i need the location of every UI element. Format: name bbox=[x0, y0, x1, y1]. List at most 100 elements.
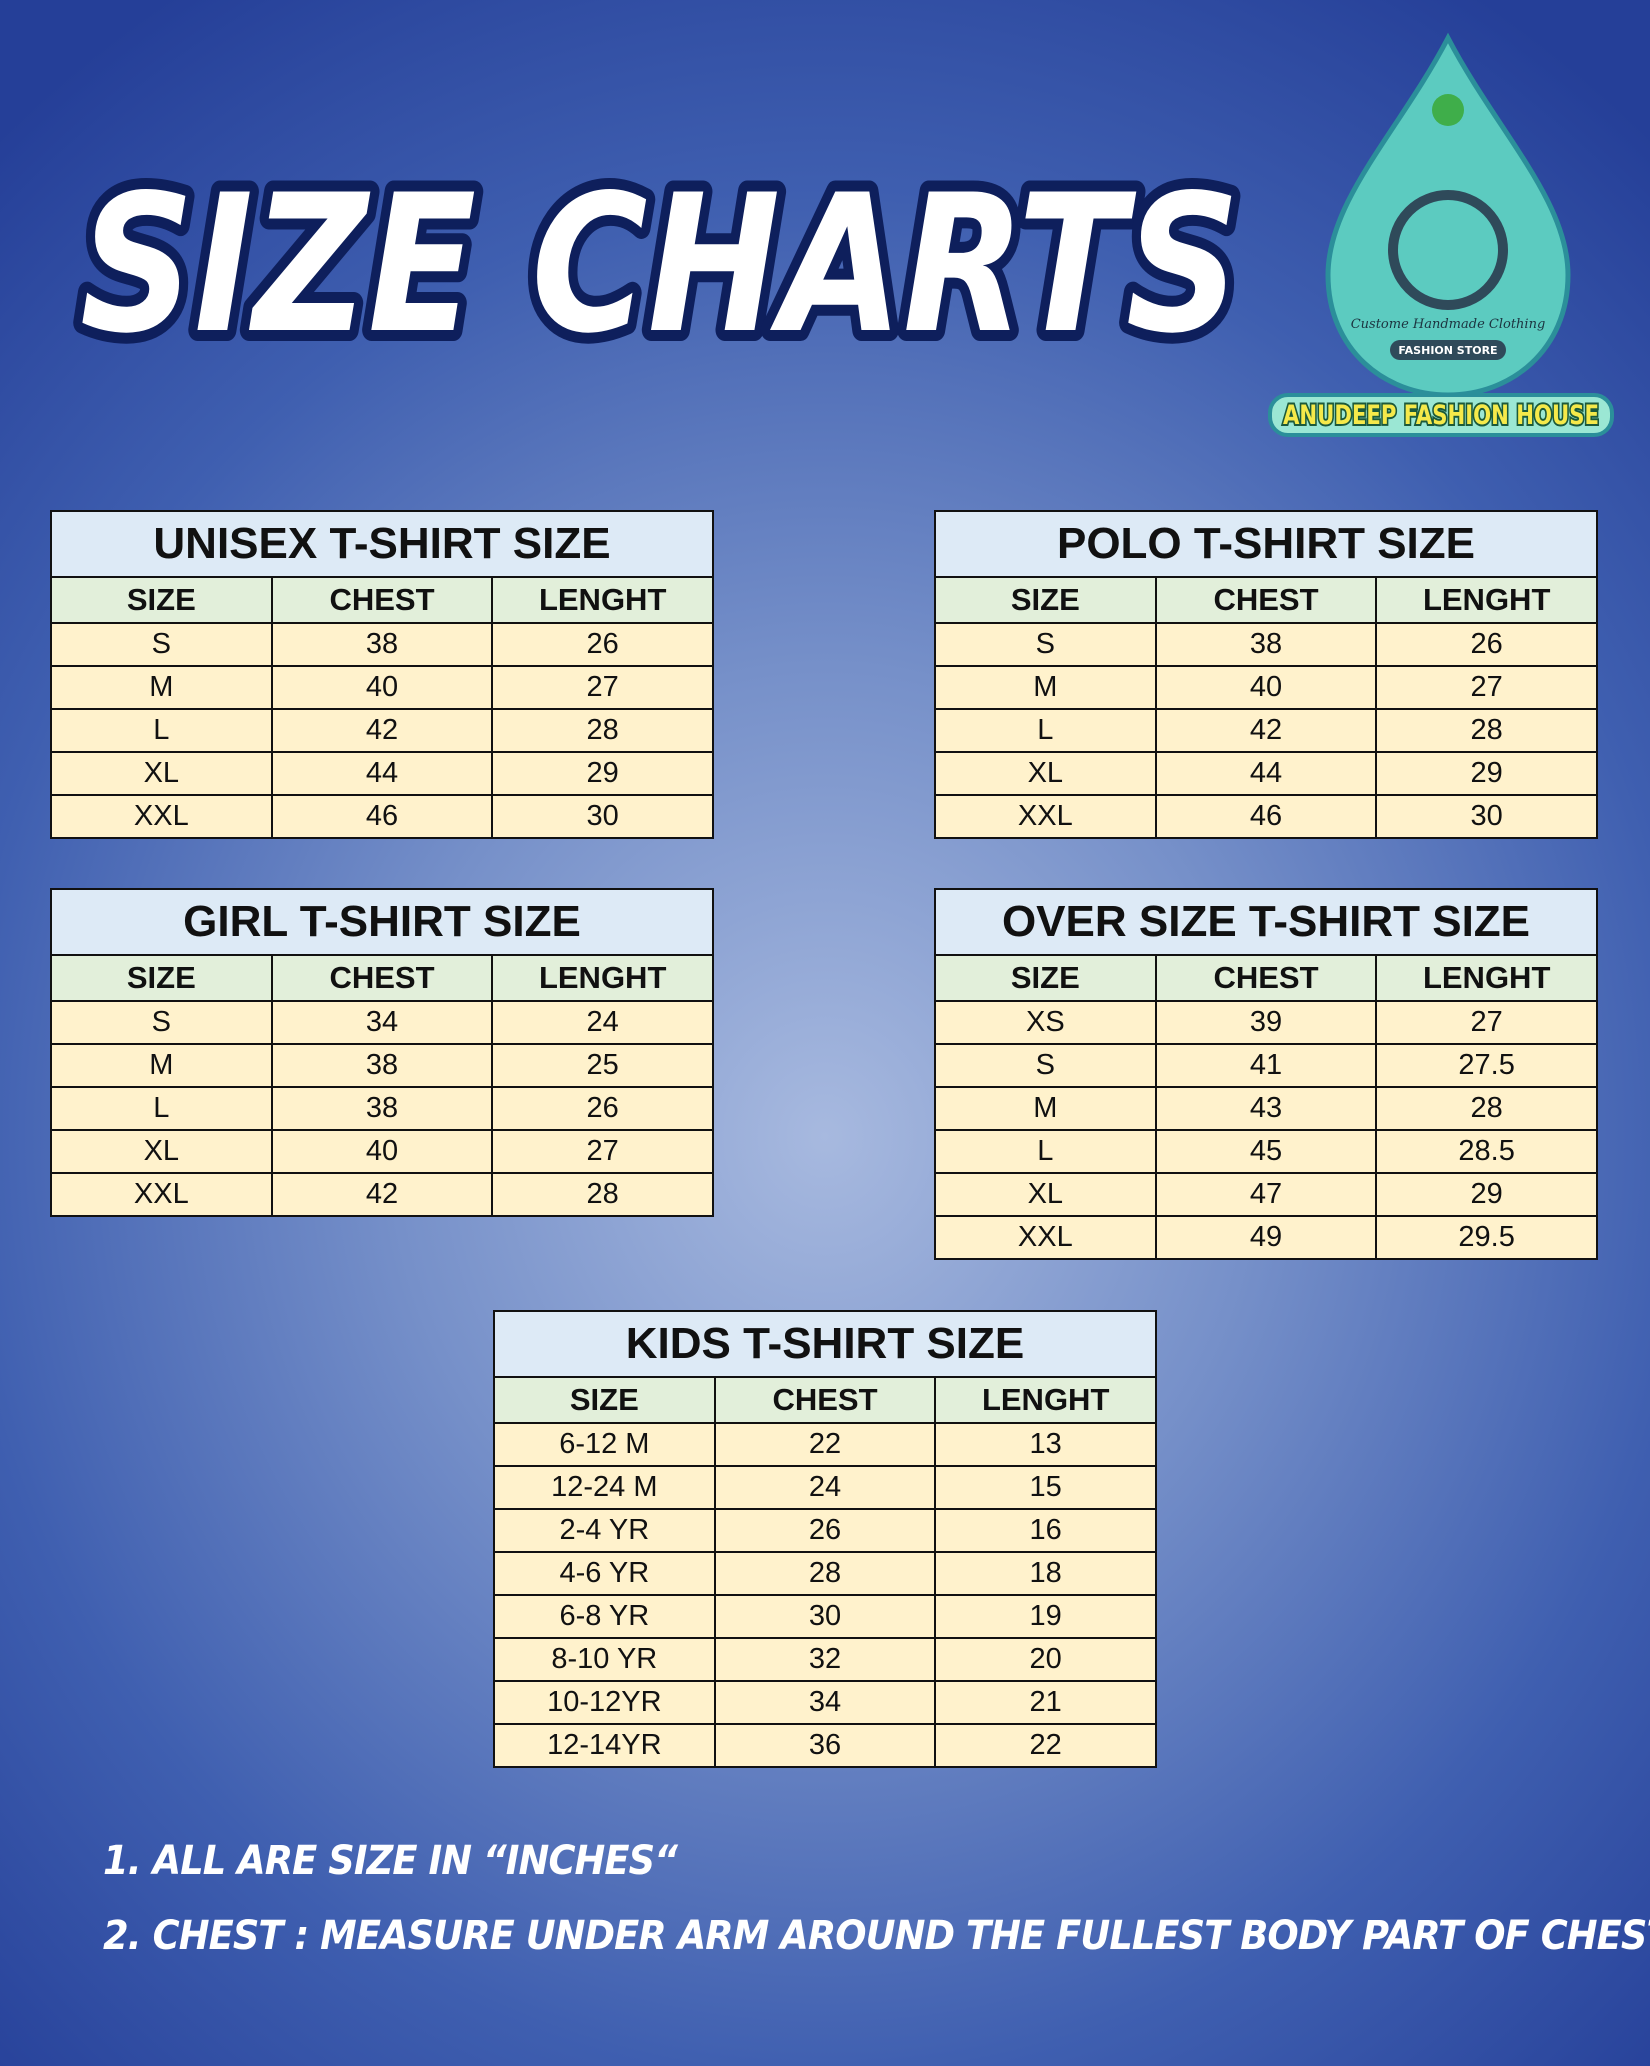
cell: 24 bbox=[491, 1000, 714, 1045]
cell: 13 bbox=[934, 1422, 1157, 1467]
column-header: LENGHT bbox=[1375, 954, 1598, 1002]
cell: 19 bbox=[934, 1594, 1157, 1639]
data-row: 8-10 YR 32 20 bbox=[493, 1637, 1157, 1682]
cell: S bbox=[50, 622, 273, 667]
cell: XL bbox=[50, 1129, 273, 1174]
cell: L bbox=[50, 1086, 273, 1131]
cell: 47 bbox=[1154, 1172, 1378, 1217]
column-header: CHEST bbox=[270, 576, 494, 624]
cell: 27 bbox=[1375, 665, 1598, 710]
cell: S bbox=[50, 1000, 273, 1045]
cell: 26 bbox=[491, 622, 714, 667]
table-title-row: GIRL T-SHIRT SIZE bbox=[50, 888, 714, 956]
note: 2. CHEST : MEASURE UNDER ARM AROUND THE … bbox=[103, 1913, 1650, 1959]
table-title-row: POLO T-SHIRT SIZE bbox=[934, 510, 1598, 578]
cell: 40 bbox=[270, 1129, 494, 1174]
cell: 42 bbox=[1154, 708, 1378, 753]
header: SIZE CHARTS Custome Handmade Clothing FA… bbox=[69, 32, 1614, 437]
table-title: POLO T-SHIRT SIZE bbox=[934, 510, 1598, 578]
logo-brand-badge bbox=[1268, 393, 1614, 437]
cell: 34 bbox=[270, 1000, 494, 1045]
cell: 2-4 YR bbox=[493, 1508, 716, 1553]
page-title: SIZE CHARTS bbox=[80, 154, 1240, 375]
column-header: SIZE bbox=[934, 576, 1157, 624]
table-title: UNISEX T-SHIRT SIZE bbox=[50, 510, 714, 578]
size-table: GIRL T-SHIRT SIZE SIZE CHEST LENGHT S 34 24 M 38… bbox=[50, 888, 714, 1217]
logo-store-badge bbox=[1390, 340, 1506, 360]
cell: 44 bbox=[1154, 751, 1378, 796]
cell: 21 bbox=[934, 1680, 1157, 1725]
cell: 29.5 bbox=[1375, 1215, 1598, 1260]
cell: 10-12YR bbox=[493, 1680, 716, 1725]
data-row: 10-12YR 34 21 bbox=[493, 1680, 1157, 1725]
cell: 28 bbox=[491, 1172, 714, 1217]
cell: XXL bbox=[934, 794, 1157, 839]
cell: 8-10 YR bbox=[493, 1637, 716, 1682]
cell: XXL bbox=[934, 1215, 1157, 1260]
cell: M bbox=[50, 1043, 273, 1088]
cell: XL bbox=[50, 751, 273, 796]
logo-clover bbox=[1432, 94, 1464, 126]
cell: XL bbox=[934, 1172, 1157, 1217]
data-row: S 38 26 bbox=[934, 622, 1598, 667]
cell: 27 bbox=[1375, 1000, 1598, 1045]
column-header: SIZE bbox=[50, 954, 273, 1002]
column-header: CHEST bbox=[713, 1376, 937, 1424]
data-row: S 41 27.5 bbox=[934, 1043, 1598, 1088]
cell: 30 bbox=[1375, 794, 1598, 839]
cell: 12-14YR bbox=[493, 1723, 716, 1768]
cell: 26 bbox=[491, 1086, 714, 1131]
cell: 20 bbox=[934, 1637, 1157, 1682]
table-title-row: KIDS T-SHIRT SIZE bbox=[493, 1310, 1157, 1378]
cell: 43 bbox=[1154, 1086, 1378, 1131]
cell: 29 bbox=[1375, 1172, 1598, 1217]
cell: M bbox=[934, 1086, 1157, 1131]
cell: 4-6 YR bbox=[493, 1551, 716, 1596]
data-row: S 38 26 bbox=[50, 622, 714, 667]
cell: 36 bbox=[713, 1723, 937, 1768]
cell: 18 bbox=[934, 1551, 1157, 1596]
cell: 38 bbox=[270, 622, 494, 667]
cell: 42 bbox=[270, 1172, 494, 1217]
data-row: 12-14YR 36 22 bbox=[493, 1723, 1157, 1768]
cell: 38 bbox=[270, 1043, 494, 1088]
data-row: XXL 46 30 bbox=[50, 794, 714, 839]
cell: 12-24 M bbox=[493, 1465, 716, 1510]
cell: 29 bbox=[1375, 751, 1598, 796]
column-header: SIZE bbox=[50, 576, 273, 624]
table-title-row: OVER SIZE T-SHIRT SIZE bbox=[934, 888, 1598, 956]
column-header: LENGHT bbox=[934, 1376, 1157, 1424]
cell: 38 bbox=[270, 1086, 494, 1131]
cell: 22 bbox=[934, 1723, 1157, 1768]
cell: 38 bbox=[1154, 622, 1378, 667]
cell: 40 bbox=[270, 665, 494, 710]
cell: XS bbox=[934, 1000, 1157, 1045]
logo-brand: ANUDEEP FASHION HOUSE bbox=[1283, 400, 1599, 431]
table-title: KIDS T-SHIRT SIZE bbox=[493, 1310, 1157, 1378]
cell: M bbox=[934, 665, 1157, 710]
cell: 24 bbox=[713, 1465, 937, 1510]
cell: 49 bbox=[1154, 1215, 1378, 1260]
logo-store: FASHION STORE bbox=[1398, 344, 1497, 357]
column-header: SIZE bbox=[493, 1376, 716, 1424]
size-table: KIDS T-SHIRT SIZE SIZE CHEST LENGHT 6-12 M 22… bbox=[493, 1310, 1157, 1768]
data-row: L 42 28 bbox=[50, 708, 714, 753]
cell: 27 bbox=[491, 1129, 714, 1174]
data-row: 12-24 M 24 15 bbox=[493, 1465, 1157, 1510]
data-row: L 38 26 bbox=[50, 1086, 714, 1131]
cell: 26 bbox=[713, 1508, 937, 1553]
column-header: SIZE bbox=[934, 954, 1157, 1002]
cell: 44 bbox=[270, 751, 494, 796]
data-row: M 43 28 bbox=[934, 1086, 1598, 1131]
header-row: SIZE CHEST LENGHT bbox=[50, 576, 714, 624]
data-row: XXL 42 28 bbox=[50, 1172, 714, 1217]
header-row: SIZE CHEST LENGHT bbox=[50, 954, 714, 1002]
cell: 6-12 M bbox=[493, 1422, 716, 1467]
cell: 28 bbox=[1375, 1086, 1598, 1131]
data-row: XS 39 27 bbox=[934, 1000, 1598, 1045]
cell: 30 bbox=[713, 1594, 937, 1639]
data-row: L 45 28.5 bbox=[934, 1129, 1598, 1174]
cell: 42 bbox=[270, 708, 494, 753]
cell: M bbox=[50, 665, 273, 710]
table-title: OVER SIZE T-SHIRT SIZE bbox=[934, 888, 1598, 956]
